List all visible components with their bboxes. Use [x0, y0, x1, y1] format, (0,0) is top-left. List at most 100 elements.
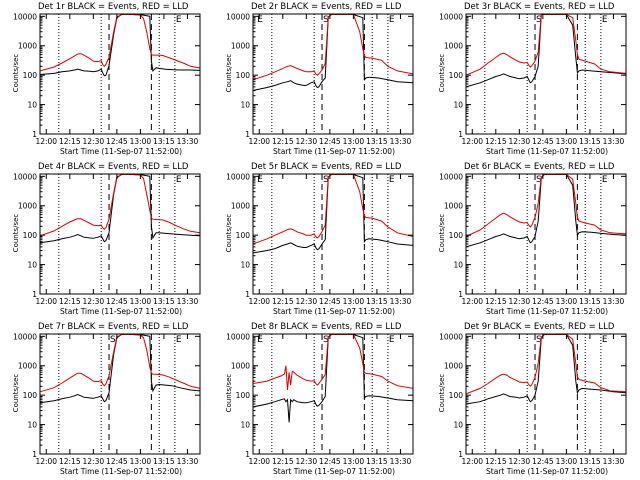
x-tick-label: 13:30	[390, 457, 412, 466]
panel-title: Det 5r BLACK = Events, RED = LLD	[251, 162, 402, 172]
x-tick-label: 12:00	[461, 297, 483, 306]
y-tick-label: 1	[32, 290, 37, 299]
x-tick-label: 13:15	[153, 297, 175, 306]
panel-title: Det 6r BLACK = Events, RED = LLD	[464, 162, 615, 172]
panel-title: Det 2r BLACK = Events, RED = LLD	[251, 2, 402, 12]
x-tick-label: 13:30	[177, 457, 199, 466]
x-tick-label: 13:15	[366, 457, 388, 466]
x-tick-label: 13:15	[579, 457, 601, 466]
y-tick-label: 1000	[18, 362, 37, 371]
y-tick-label: 10	[453, 421, 463, 430]
x-tick-label: 12:15	[272, 457, 294, 466]
x-tick-label: 13:30	[177, 297, 199, 306]
interval-marker-label: S	[536, 335, 542, 345]
y-tick-label: 100	[449, 71, 464, 80]
x-axis-label: Start Time (11-Sep-07 11:52:00)	[273, 147, 395, 156]
series-line-events	[465, 14, 627, 88]
series-line-events	[39, 14, 201, 77]
y-tick-label: 100	[449, 231, 464, 240]
panel-title: Det 3r BLACK = Events, RED = LLD	[464, 2, 615, 12]
axis-frame	[465, 333, 627, 455]
x-tick-label: 13:00	[343, 297, 365, 306]
y-tick-label: 100	[236, 231, 251, 240]
x-tick-label: 12:15	[485, 297, 507, 306]
x-tick-label: 13:00	[556, 297, 578, 306]
y-tick-label: 1000	[444, 362, 463, 371]
y-tick-label: 10000	[439, 172, 463, 181]
plot-area: E 1 10 100 1000 10000 12:00 12:15 12:30 12:45 13:0…	[13, 172, 201, 306]
interval-marker-label: E	[257, 175, 263, 185]
x-tick-label: 12:15	[272, 137, 294, 146]
axis-frame	[39, 13, 201, 135]
x-tick-label: 13:15	[579, 297, 601, 306]
y-tick-label: 10	[27, 421, 37, 430]
x-axis-label: Start Time (11-Sep-07 11:52:00)	[273, 307, 395, 316]
y-tick-label: 1	[458, 290, 463, 299]
interval-marker-label: E	[257, 15, 263, 25]
x-tick-label: 12:30	[509, 297, 531, 306]
x-tick-label: 12:00	[35, 137, 57, 146]
y-tick-label: 1000	[444, 42, 463, 51]
series-line-events	[252, 174, 414, 254]
y-tick-label: 1000	[231, 362, 250, 371]
interval-marker-label: E	[389, 175, 395, 185]
plot-area: E 1 10 100 1000 10000 12:00 12:15 12:30 12:45 13:0…	[13, 12, 201, 146]
series-line-events	[39, 174, 201, 244]
series-line-events	[252, 334, 414, 423]
interval-marker-label: E	[389, 335, 395, 345]
series-line-lld	[252, 14, 414, 81]
axis-frame	[39, 173, 201, 295]
interval-marker-label: E	[176, 335, 182, 345]
y-tick-label: 10000	[439, 12, 463, 21]
detector-panel-1: Det 1r BLACK = Events, RED = LLD Counts/s…	[0, 0, 213, 160]
y-tick-label: 1000	[444, 202, 463, 211]
series-line-lld	[39, 14, 201, 72]
x-tick-label: 12:30	[296, 297, 318, 306]
series-line-lld	[252, 174, 414, 245]
y-tick-label: 10000	[439, 332, 463, 341]
x-tick-label: 12:30	[509, 457, 531, 466]
x-axis-label: Start Time (11-Sep-07 11:52:00)	[273, 467, 395, 476]
x-tick-label: 12:00	[461, 457, 483, 466]
y-tick-label: 1	[245, 450, 250, 459]
series-line-lld	[39, 334, 201, 393]
y-tick-label: 10	[453, 261, 463, 270]
x-tick-label: 12:00	[248, 457, 270, 466]
series-line-events	[252, 14, 414, 91]
x-tick-label: 12:00	[35, 457, 57, 466]
axis-frame	[252, 333, 414, 455]
x-tick-label: 12:45	[532, 457, 554, 466]
x-axis-label: Start Time (11-Sep-07 11:52:00)	[486, 147, 608, 156]
x-tick-label: 12:30	[296, 137, 318, 146]
x-axis-label: Start Time (11-Sep-07 11:52:00)	[486, 307, 608, 316]
interval-marker-label: E	[176, 15, 182, 25]
detector-panel-3: Det 3r BLACK = Events, RED = LLD Counts/s…	[426, 0, 639, 160]
y-tick-label: 1	[458, 130, 463, 139]
x-tick-label: 12:45	[532, 137, 554, 146]
y-tick-label: 100	[23, 71, 38, 80]
y-tick-label: 10000	[13, 12, 37, 21]
y-tick-label: 100	[236, 71, 251, 80]
x-tick-label: 12:30	[296, 457, 318, 466]
series-line-lld	[252, 334, 414, 391]
detector-panel-5: Det 5r BLACK = Events, RED = LLD Counts/s…	[213, 160, 426, 320]
interval-marker-label: S	[110, 335, 116, 345]
detector-panel-2: Det 2r BLACK = Events, RED = LLD Counts/s…	[213, 0, 426, 160]
interval-marker-label: S	[536, 15, 542, 25]
y-tick-label: 10000	[226, 172, 250, 181]
axis-frame	[465, 13, 627, 135]
interval-marker-label: E	[257, 335, 263, 345]
panel-title: Det 9r BLACK = Events, RED = LLD	[464, 322, 615, 332]
axis-frame	[39, 333, 201, 455]
panel-title: Det 4r BLACK = Events, RED = LLD	[38, 162, 189, 172]
x-tick-label: 12:45	[532, 297, 554, 306]
detector-panel-8: Det 8r BLACK = Events, RED = LLD Counts/s…	[213, 320, 426, 480]
series-line-lld	[465, 334, 627, 395]
interval-marker-label: E	[602, 175, 608, 185]
y-tick-label: 10	[240, 101, 250, 110]
x-tick-label: 12:15	[485, 137, 507, 146]
y-tick-label: 1000	[231, 42, 250, 51]
